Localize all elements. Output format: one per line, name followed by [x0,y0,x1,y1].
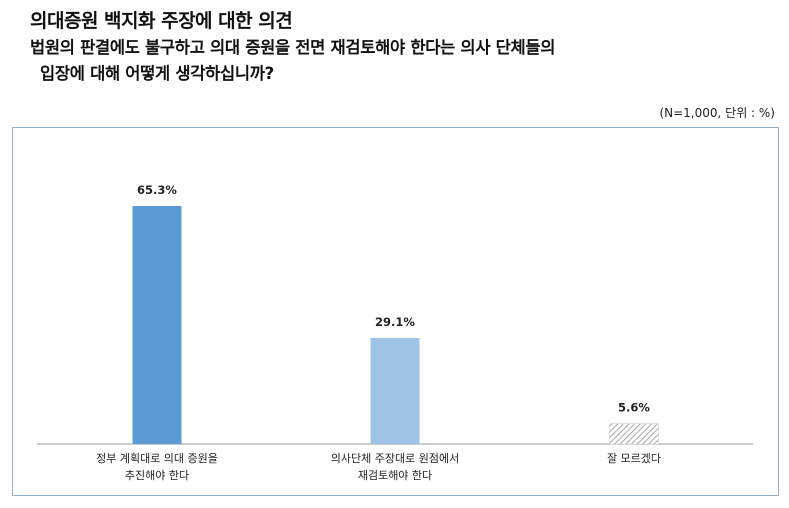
value-label-1: 65.3% [137,183,177,197]
value-label-3: 5.6% [618,401,650,415]
category-label-1-line-2: 추진해야 한다 [125,468,189,482]
chart-title: 의대증원 백지화 주장에 대한 의견 [30,10,293,32]
question-line-1: 법원의 판결에도 불구하고 의대 증원을 전면 재검토해야 한다는 의사 단체들… [30,38,556,57]
title-block: 의대증원 백지화 주장에 대한 의견 법원의 판결에도 불구하고 의대 증원을 … [30,8,770,87]
bar-1 [132,206,182,444]
question-line-2: 입장에 대해 어떻게 생각하십니까? [40,64,274,83]
unit-note: (N=1,000, 단위 : %) [659,106,775,120]
chart-frame [12,127,779,496]
category-label-2-line-1: 의사단체 주장대로 원점에서 [331,452,459,465]
bar-2 [370,337,420,444]
category-label-1-line-1: 정부 계획대로 의대 증원을 [96,452,218,465]
bar-3 [609,423,659,445]
value-label-2: 29.1% [375,315,415,329]
category-label-2-line-2: 재검토해야 한다 [358,468,432,482]
category-label-3-line-1: 잘 모르겠다 [607,452,661,465]
